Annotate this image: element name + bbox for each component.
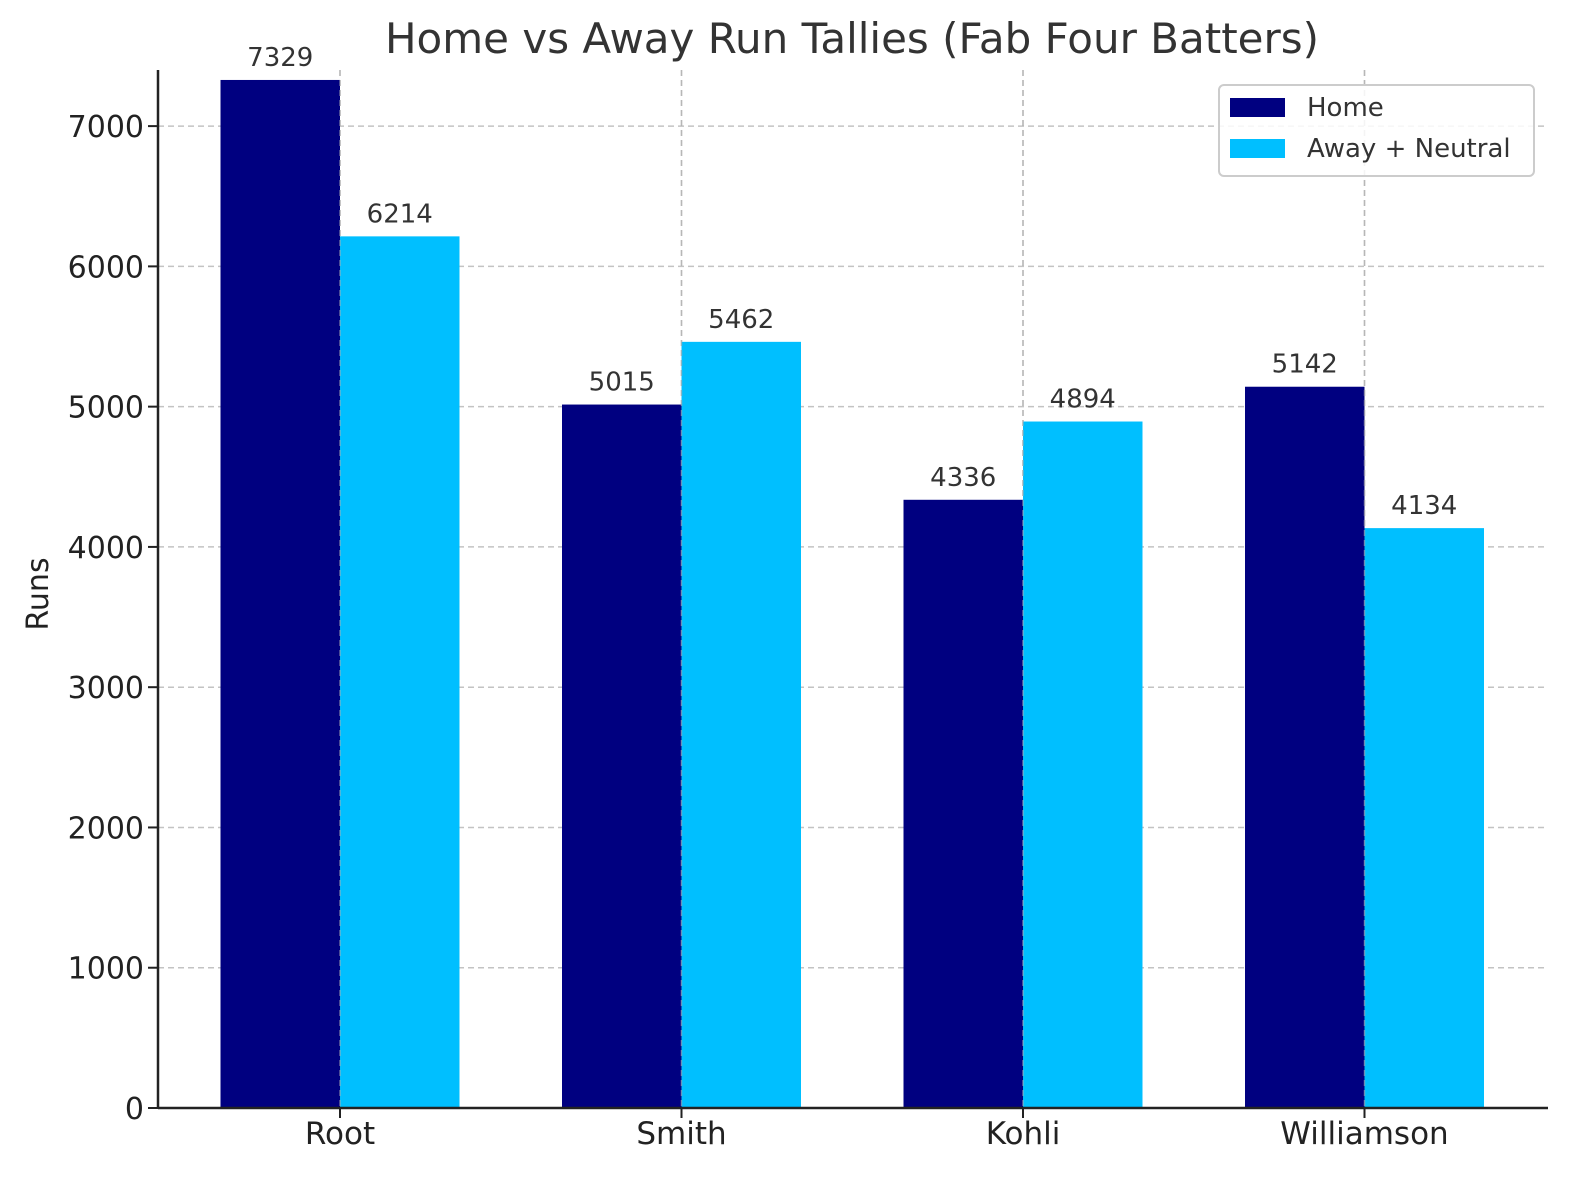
bar-value-label: 5142 bbox=[1272, 350, 1338, 380]
bar-home-root bbox=[220, 79, 340, 1108]
legend-box bbox=[1218, 84, 1535, 177]
bar-home-williamson bbox=[1245, 386, 1365, 1109]
legend-label: Away + Neutral bbox=[1307, 134, 1511, 164]
legend-label: Home bbox=[1307, 93, 1384, 123]
x-tick-label: Smith bbox=[636, 1116, 726, 1152]
y-tick-label: 7000 bbox=[68, 110, 144, 145]
bar-away-neutral-kohli bbox=[1023, 421, 1143, 1108]
chart-title: Home vs Away Run Tallies (Fab Four Batte… bbox=[385, 14, 1319, 63]
y-tick-label: 6000 bbox=[68, 250, 144, 285]
bar-home-smith bbox=[562, 404, 682, 1109]
y-tick-label: 1000 bbox=[68, 952, 144, 987]
y-axis-label: Runs bbox=[21, 557, 56, 630]
y-tick-label: 4000 bbox=[68, 531, 144, 566]
legend-swatch bbox=[1230, 139, 1285, 158]
bar-value-label: 7329 bbox=[247, 43, 313, 73]
bar-away-neutral-smith bbox=[681, 341, 801, 1109]
y-tick-label: 0 bbox=[125, 1092, 144, 1127]
bar-value-label: 5015 bbox=[589, 368, 655, 398]
legend-swatch bbox=[1230, 98, 1285, 117]
bar-away-neutral-williamson bbox=[1364, 528, 1484, 1108]
bar-value-label: 4336 bbox=[930, 463, 996, 493]
bar-value-label: 6214 bbox=[367, 199, 433, 229]
bars bbox=[220, 79, 1484, 1109]
bar-value-label: 5462 bbox=[708, 305, 774, 335]
x-tick-label: Kohli bbox=[986, 1116, 1061, 1152]
bar-value-labels: 7329 5015 4336 5142 6214 5462 4894 4134 bbox=[247, 43, 1457, 1108]
axes: 0 1000 2000 3000 4000 5000 6000 7000 Root Smith Ko… bbox=[68, 70, 1548, 1152]
bar-away-neutral-root bbox=[340, 236, 460, 1108]
x-tick-label: Williamson bbox=[1280, 1116, 1448, 1152]
y-tick-label: 3000 bbox=[68, 671, 144, 706]
x-tick-label: Root bbox=[305, 1116, 375, 1152]
bar-value-label: 4134 bbox=[1391, 491, 1457, 521]
y-tick-label: 5000 bbox=[68, 391, 144, 426]
bar-value-label: 4894 bbox=[1050, 385, 1116, 415]
y-tick-label: 2000 bbox=[68, 811, 144, 846]
bar-home-kohli bbox=[903, 499, 1023, 1109]
legend: Home Away + Neutral bbox=[1218, 84, 1535, 177]
